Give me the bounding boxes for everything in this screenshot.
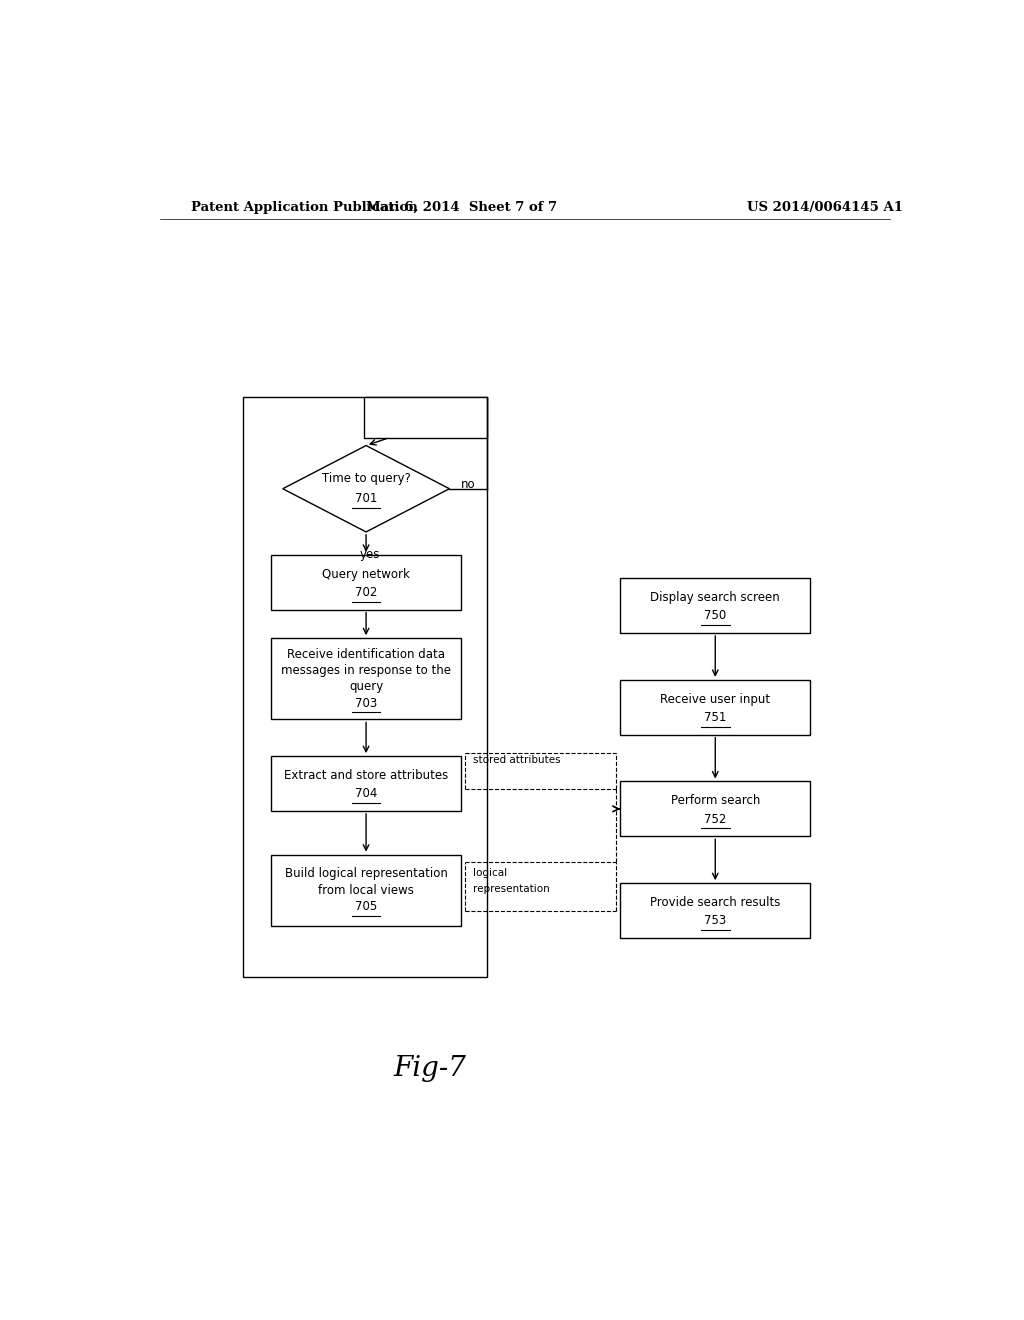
FancyBboxPatch shape	[270, 854, 461, 925]
Text: Provide search results: Provide search results	[650, 896, 780, 909]
Text: 704: 704	[355, 787, 377, 800]
Text: no: no	[461, 478, 476, 491]
Text: 705: 705	[355, 900, 377, 913]
Text: Query network: Query network	[323, 568, 410, 581]
FancyBboxPatch shape	[620, 578, 811, 634]
Text: 753: 753	[705, 915, 726, 927]
Bar	[243, 397, 487, 977]
Text: logical: logical	[473, 869, 507, 878]
Text: 752: 752	[705, 813, 726, 825]
Text: 751: 751	[705, 711, 726, 723]
Text: Extract and store attributes: Extract and store attributes	[284, 768, 449, 781]
Text: Build logical representation: Build logical representation	[285, 867, 447, 880]
Text: query: query	[349, 680, 383, 693]
FancyBboxPatch shape	[270, 554, 461, 610]
Text: Perform search: Perform search	[671, 795, 760, 808]
Text: 703: 703	[355, 697, 377, 710]
Text: yes: yes	[359, 548, 380, 561]
Text: representation: representation	[473, 884, 550, 894]
Text: stored attributes: stored attributes	[473, 755, 561, 766]
Text: US 2014/0064145 A1: US 2014/0064145 A1	[748, 201, 903, 214]
Text: Display search screen: Display search screen	[650, 591, 780, 605]
Text: Receive identification data: Receive identification data	[287, 648, 445, 661]
Polygon shape	[283, 446, 450, 532]
Text: Patent Application Publication: Patent Application Publication	[191, 201, 418, 214]
Text: 702: 702	[355, 586, 377, 599]
Text: Fig-7: Fig-7	[393, 1055, 466, 1081]
Text: Mar. 6, 2014  Sheet 7 of 7: Mar. 6, 2014 Sheet 7 of 7	[366, 201, 557, 214]
Text: Time to query?: Time to query?	[322, 473, 411, 484]
FancyBboxPatch shape	[620, 781, 811, 837]
Text: 750: 750	[705, 610, 726, 622]
Text: messages in response to the: messages in response to the	[281, 664, 452, 677]
FancyBboxPatch shape	[620, 680, 811, 735]
FancyBboxPatch shape	[270, 756, 461, 810]
FancyBboxPatch shape	[620, 883, 811, 939]
Text: 701: 701	[355, 492, 377, 506]
FancyBboxPatch shape	[365, 397, 487, 438]
FancyBboxPatch shape	[270, 638, 461, 719]
Text: from local views: from local views	[318, 883, 414, 896]
Text: Receive user input: Receive user input	[660, 693, 770, 706]
